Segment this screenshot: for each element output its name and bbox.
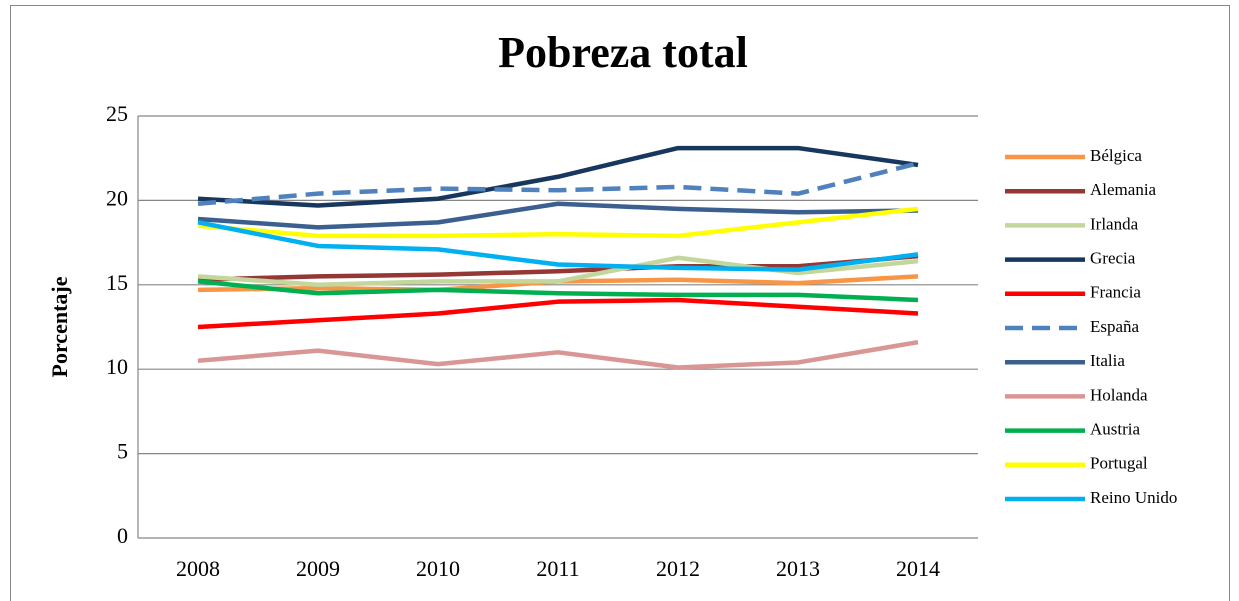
y-tick-label: 20 <box>106 185 128 210</box>
series-line <box>197 339 919 370</box>
legend-label: Holanda <box>1090 385 1148 404</box>
y-tick-label: 25 <box>106 101 128 126</box>
x-tick-label: 2008 <box>176 556 220 581</box>
y-axis-label: Porcentaje <box>47 276 72 377</box>
series-line <box>197 206 919 239</box>
x-tick-label: 2013 <box>776 556 820 581</box>
series-line <box>197 145 919 208</box>
legend-label: Bélgica <box>1090 146 1142 165</box>
series-line <box>197 297 919 330</box>
legend-label: Francia <box>1090 283 1141 302</box>
x-tick-label: 2011 <box>536 556 579 581</box>
legend-label: Portugal <box>1090 454 1148 473</box>
series-line <box>197 161 919 207</box>
series-line <box>197 253 919 282</box>
legend-label: Grecia <box>1090 249 1136 268</box>
y-tick-label: 0 <box>117 523 128 548</box>
chart-title: Pobreza total <box>498 28 748 77</box>
chart-border <box>10 5 1230 601</box>
legend-label: Irlanda <box>1090 214 1139 233</box>
x-tick-label: 2014 <box>896 556 940 581</box>
x-tick-label: 2012 <box>656 556 700 581</box>
series-line <box>197 279 919 303</box>
legend-label: Alemania <box>1090 180 1157 199</box>
x-tick-label: 2009 <box>296 556 340 581</box>
legend-label: Reino Unido <box>1090 488 1177 507</box>
series-line <box>197 255 919 288</box>
x-tick-label: 2010 <box>416 556 460 581</box>
y-tick-label: 15 <box>106 270 128 295</box>
legend-label: España <box>1090 317 1140 336</box>
legend-label: Italia <box>1090 351 1125 370</box>
y-tick-label: 5 <box>117 439 128 464</box>
y-tick-label: 10 <box>106 354 128 379</box>
legend-label: Austria <box>1090 420 1141 439</box>
series-line <box>197 201 919 230</box>
series-line <box>197 220 919 272</box>
